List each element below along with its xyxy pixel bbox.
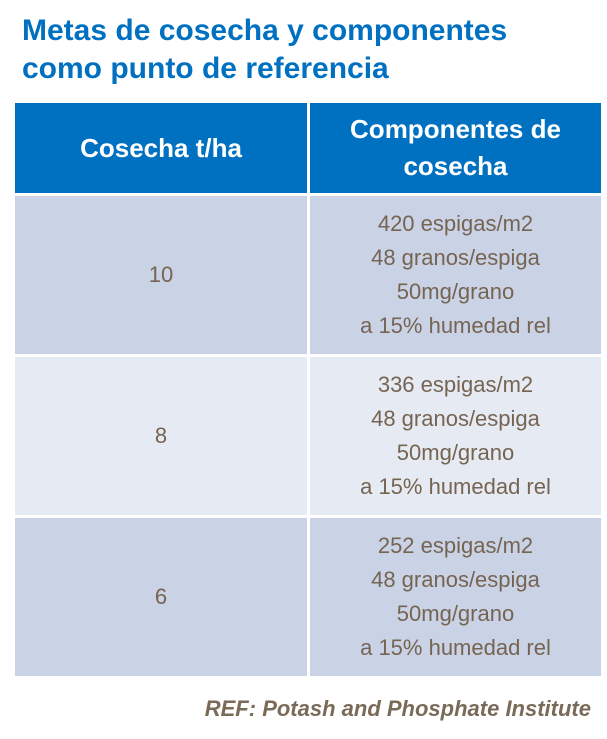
component-line: 420 espigas/m2 [377, 211, 534, 236]
yield-cell: 10 [12, 193, 310, 357]
component-line: a 15% humedad rel [360, 635, 551, 660]
slide-title: Metas de cosecha y componentes como punt… [22, 12, 507, 88]
title-line-2: como punto de referencia [22, 52, 389, 85]
yield-cell: 8 [12, 354, 310, 518]
component-line: 48 granos/espiga [371, 245, 540, 270]
header-components-text: Componentes de cosecha [350, 114, 561, 181]
table-row: 10 420 espigas/m2 48 granos/espiga 50mg/… [12, 193, 604, 357]
component-line: 50mg/grano [396, 601, 515, 626]
yield-cell: 6 [12, 515, 310, 679]
component-line: 336 espigas/m2 [377, 372, 534, 397]
header-row: Cosecha t/ha Componentes de cosecha [12, 100, 604, 196]
components-cell: 252 espigas/m2 48 granos/espiga 50mg/gra… [307, 515, 604, 679]
components-cell: 420 espigas/m2 48 granos/espiga 50mg/gra… [307, 193, 604, 357]
component-line: 252 espigas/m2 [377, 533, 534, 558]
table-row: 6 252 espigas/m2 48 granos/espiga 50mg/g… [12, 515, 604, 679]
yield-table: Cosecha t/ha Componentes de cosecha 10 4… [12, 100, 604, 679]
component-line: 48 granos/espiga [371, 406, 540, 431]
reference-note: REF: Potash and Phosphate Institute [204, 696, 591, 721]
header-yield: Cosecha t/ha [12, 100, 310, 196]
header-components: Componentes de cosecha [307, 100, 604, 196]
table-row: 8 336 espigas/m2 48 granos/espiga 50mg/g… [12, 354, 604, 518]
component-line: 50mg/grano [396, 440, 515, 465]
component-line: a 15% humedad rel [360, 313, 551, 338]
title-line-1: Metas de cosecha y componentes [22, 14, 508, 47]
component-line: 48 granos/espiga [371, 567, 540, 592]
component-line: 50mg/grano [396, 279, 515, 304]
component-line: a 15% humedad rel [360, 474, 551, 499]
components-cell: 336 espigas/m2 48 granos/espiga 50mg/gra… [307, 354, 604, 518]
